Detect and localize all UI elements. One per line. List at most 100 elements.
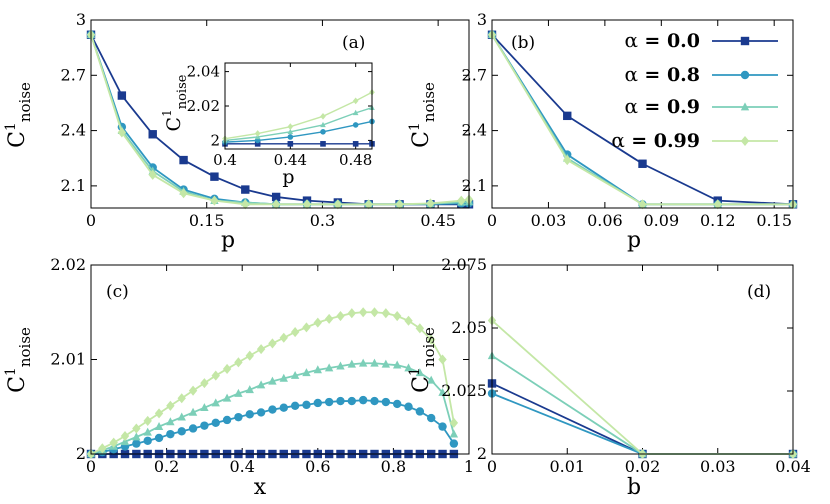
panel-3-xtick-label: 0 (487, 457, 497, 476)
panel-2-series-3-point (234, 357, 243, 368)
panel-2-series-1-point (324, 397, 334, 407)
panel-0-series-3-point (395, 199, 404, 210)
panel-0-series-3-point (364, 199, 373, 210)
inset-series-0-point (320, 141, 326, 147)
legend: α = 0.0 α = 0.8 α = 0.9 α = 0.99 (611, 28, 778, 152)
panel-2-series-1-point (381, 397, 391, 407)
inset-series-1-point (352, 122, 359, 128)
legend-label: α = 0.8 (625, 62, 700, 86)
panel-2-series-2-point (427, 375, 436, 384)
inset-series-0-point (352, 141, 359, 147)
y-label-sub: noise (175, 74, 190, 109)
panel-1-xtick-label: 0.09 (644, 211, 680, 230)
inset-series-3-point (287, 123, 294, 130)
inset-ytick-label: 2.02 (187, 97, 220, 115)
legend-marker (740, 36, 750, 46)
panel-2-series-2-point (222, 393, 232, 402)
panel-1-ytick-label: 2.4 (462, 121, 487, 140)
inset-series-0-point (254, 141, 261, 147)
panel-0-xtick-label: 0 (86, 211, 96, 230)
inset-ytick-label: 2.04 (187, 63, 220, 81)
panel-2-xtick-label: 0 (86, 457, 96, 476)
panel-2-series-1-point (370, 396, 379, 406)
inset-x-axis-label: p (282, 166, 294, 188)
y-label-sup: 1 (407, 367, 423, 376)
legend-entry-3: α = 0.99 (611, 128, 778, 152)
panel-2-series-2-point (234, 388, 243, 397)
panel-2-series-2-point (256, 380, 266, 389)
panel-2-series-1-point (279, 403, 288, 412)
panel-2-series-2-point (449, 429, 459, 438)
inset-xtick-label: 0.44 (274, 151, 307, 169)
panel-2-series-1-point (166, 429, 175, 439)
panel-2-series-3-point (143, 415, 152, 426)
y-axis-label-text: C1noise (407, 327, 438, 393)
panel-2-series-2-point (404, 363, 413, 372)
legend-entry-2: α = 0.9 (625, 94, 778, 118)
panel-2-series-2-point (120, 437, 130, 446)
panel-1-ytick-label: 2.7 (462, 65, 487, 84)
inset-xtick-label: 0.4 (213, 151, 237, 169)
panel-2-xtick-label: 0.2 (154, 457, 179, 476)
panel-3-xtick-label: 0.02 (625, 457, 661, 476)
panel-2-series-3-point (256, 344, 266, 355)
y-label-sup: 1 (3, 122, 19, 131)
panel-2-series-1-point (154, 433, 164, 443)
panel-1-series-0-point (563, 111, 572, 121)
panel-2-series-3-point (336, 310, 345, 322)
y-label-sub: noise (420, 327, 438, 367)
panel-3-xtick-label: 0.04 (775, 457, 811, 476)
panel-0-ytick-label: 2.4 (61, 121, 86, 140)
panel-2-series-3-point (279, 332, 288, 343)
panel-1-xtick-label: 0.06 (587, 211, 623, 230)
legend-label: α = 0.0 (625, 28, 700, 52)
panel-2-series-1-point (302, 400, 311, 410)
panel-2-series-1-point (427, 413, 436, 423)
panel-2-series-2-point (302, 368, 311, 377)
panel-1-xtick-label: 0 (487, 211, 497, 230)
panel-2-series-2-point (358, 358, 368, 367)
panel-2-series-2-point (370, 358, 379, 367)
panel-2-series-3-point (154, 408, 164, 419)
panel-2-series-1-point (404, 402, 413, 411)
panel-2-series-1-point (336, 396, 345, 406)
panel-0-series-0-point (117, 91, 127, 100)
panel-2-series-2-point (392, 360, 402, 369)
panel-3-xtick-label: 0.01 (549, 457, 585, 476)
panel-2-ytick-label: 2.02 (50, 255, 86, 274)
panel-0-xtick-label: 0.15 (189, 211, 225, 230)
panel-2-series-2-point (336, 361, 345, 370)
inset-series-2-point (320, 121, 326, 128)
panel-2-label: (c) (106, 282, 129, 302)
inset-series-1-point (320, 129, 326, 135)
panel-0-series-0-point (179, 155, 188, 165)
panel-0-series-3-point (241, 199, 250, 210)
panel-3-x-axis-label: b (627, 475, 641, 500)
panel-2-series-2-point (347, 359, 357, 368)
panel-0-label: (a) (342, 33, 365, 53)
panel-2-series-1-point (234, 412, 243, 422)
panel-2-series-3-point (302, 322, 311, 333)
panel-0-ytick-label: 3 (76, 10, 86, 29)
panel-1-series-3-point (563, 155, 572, 166)
panel-2-series-3-point (370, 307, 379, 318)
panel-2-series-3-point (290, 327, 300, 338)
legend-alpha: α (625, 62, 645, 86)
panel-2-series-1-point (200, 421, 209, 430)
panel-2-series-3-point (438, 354, 447, 365)
y-label-sup: 1 (160, 109, 174, 117)
panel-0-series-3-point (210, 195, 219, 206)
inset-ytick-label: 2 (210, 131, 220, 149)
panel-3-ytick-label: 2 (477, 444, 487, 463)
panel-3-plot-area (492, 265, 793, 454)
y-label-sub: noise (16, 327, 34, 367)
panel-0-xtick-label: 0.45 (420, 211, 456, 230)
inset-series-1-point (287, 134, 294, 140)
panel-2-series-3-point (392, 310, 402, 322)
panel-1-label: (b) (511, 33, 535, 53)
panel-0-series-3-point (148, 169, 157, 180)
panel-2-series-2-point (245, 385, 254, 394)
panel-2-series-2-point (166, 417, 175, 426)
